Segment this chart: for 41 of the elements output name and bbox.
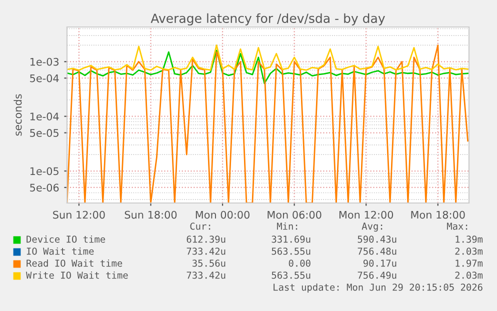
- text: 590.43u: [358, 236, 396, 243]
- x-tick-label: Sun 12:00: [53, 210, 105, 219]
- text: 0.00: [288, 260, 310, 267]
- text: 90.17u: [363, 260, 396, 267]
- text: Last update: Mon Jun 29 20:15:05 2026: [274, 283, 482, 293]
- x-tick-label: Sun 18:00: [124, 210, 177, 219]
- text: 756.49u: [358, 272, 396, 279]
- y-axis-title: seconds: [14, 94, 22, 136]
- y-tick-label: 5e-04: [30, 74, 59, 82]
- text: 563.55u: [272, 248, 310, 255]
- x-tick-label: Mon 06:00: [268, 210, 322, 219]
- text: 756.48u: [358, 248, 396, 255]
- y-tick-label: 5e-05: [30, 129, 58, 137]
- legend-label: Read IO Wait time: [26, 259, 122, 267]
- y-tick-label: 1e-03: [30, 58, 59, 66]
- text: 35.56u: [192, 260, 226, 267]
- text: 1.39m: [456, 236, 483, 243]
- text: 733.42u: [186, 248, 226, 255]
- text: Max:: [447, 222, 468, 230]
- y-tick-label: 1e-05: [30, 167, 58, 176]
- text: 2.03m: [455, 248, 483, 255]
- text: Cur:: [190, 222, 210, 230]
- text: 2.03m: [455, 272, 483, 279]
- text: 331.69u: [272, 236, 310, 243]
- legend-label: Device IO time: [26, 235, 106, 243]
- text: Min:: [277, 222, 298, 230]
- legend-label: IO Wait time: [26, 247, 94, 255]
- y-tick-label: 1e-04: [30, 112, 59, 120]
- text: 1.97m: [456, 260, 483, 267]
- text: 612.39u: [186, 236, 226, 243]
- text: 733.42u: [186, 272, 226, 279]
- x-tick-label: Mon 00:00: [196, 210, 250, 219]
- line-series: [67, 50, 468, 84]
- chart-title: Average latency for /dev/sda - by day: [150, 13, 385, 26]
- legend-label: Write IO Wait time: [26, 271, 128, 279]
- line-series: [67, 44, 468, 71]
- text: 563.55u: [272, 272, 310, 279]
- x-tick-label: Mon 18:00: [411, 210, 465, 219]
- text: Avg:: [362, 222, 382, 232]
- y-tick-label: 5e-06: [30, 184, 59, 192]
- x-tick-label: Mon 12:00: [339, 210, 394, 219]
